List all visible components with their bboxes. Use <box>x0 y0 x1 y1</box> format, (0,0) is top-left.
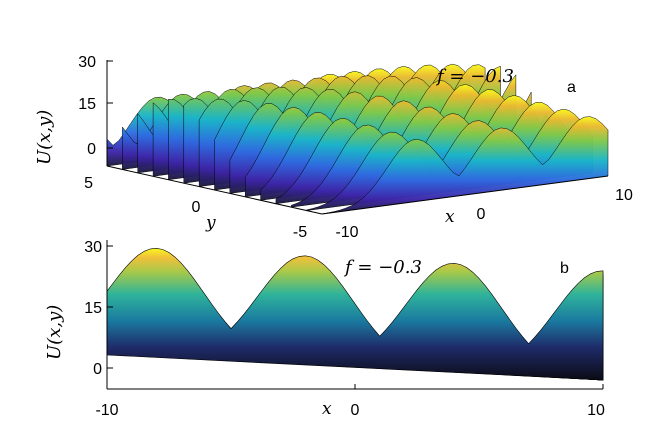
surface-b <box>106 247 604 381</box>
surface-a <box>106 63 609 215</box>
x-axis-label-a: x <box>445 207 455 227</box>
y-tick-label: -5 <box>293 224 307 241</box>
x-tick-label: 0 <box>477 206 486 223</box>
panel-b: 30 15 0 -10 0 10 x U(x,y) f = −0.3 b <box>44 239 605 419</box>
z-tick-label: 0 <box>87 141 96 158</box>
x-axis-label-b: x <box>322 399 332 419</box>
x-tick-label: 10 <box>587 402 605 419</box>
annotation-a: f = −0.3 <box>435 66 514 87</box>
z-tick-label: 30 <box>84 239 102 256</box>
surface-strip-a <box>321 116 609 215</box>
x-tick-label: 10 <box>615 187 633 204</box>
z-tick-label: 15 <box>84 300 102 317</box>
z-tick-label: 0 <box>93 361 102 378</box>
y-tick-label: 5 <box>84 175 93 192</box>
z-tick-label: 30 <box>78 54 96 71</box>
panel-label-a: a <box>567 79 576 96</box>
y-axis-label-a: y <box>205 213 216 233</box>
y-axis-line-a <box>106 165 323 215</box>
x-tick-label: 0 <box>351 402 360 419</box>
z-axis-label-b: U(x,y) <box>44 305 65 360</box>
z-tick-label: 15 <box>78 96 96 113</box>
annotation-b: f = −0.3 <box>343 257 422 278</box>
x-tick-label: -10 <box>95 402 118 419</box>
x-axis-line-a <box>321 175 609 215</box>
panel-label-b: b <box>560 260 569 277</box>
surface-layer-b <box>106 247 604 381</box>
y-tick-label: 0 <box>192 199 201 216</box>
z-axis-label-a: U(x,y) <box>34 110 55 165</box>
panel-a: 30 15 0 5 0 -5 -10 0 10 y x U(x,y) f = −… <box>34 54 633 241</box>
x-tick-label: -10 <box>335 224 358 241</box>
